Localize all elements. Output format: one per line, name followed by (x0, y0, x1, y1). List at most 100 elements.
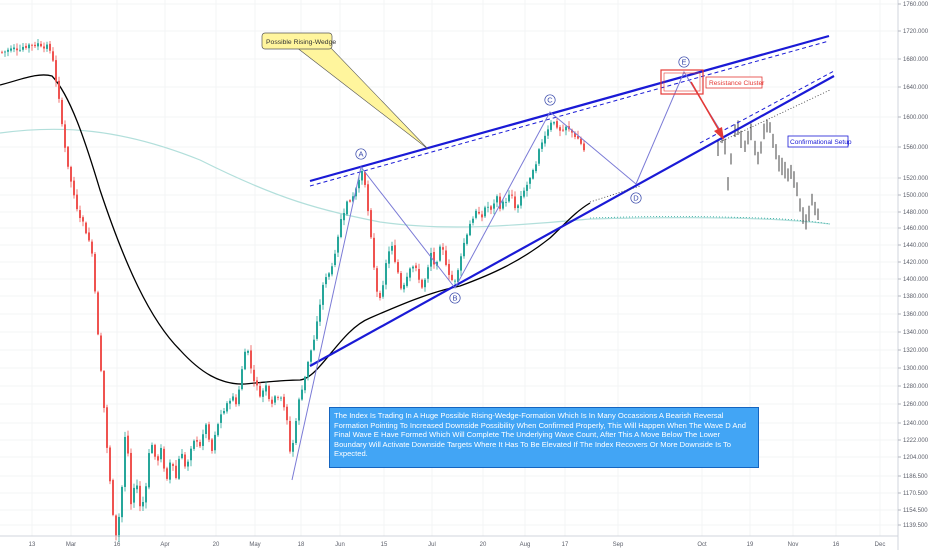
candle-body (175, 465, 177, 478)
candle-body (520, 196, 522, 206)
price-tick-label: 1300.000 (903, 366, 929, 372)
candle-body (457, 270, 459, 283)
candle-body (64, 124, 66, 148)
candle-body (4, 51, 6, 53)
candle-body (121, 486, 123, 518)
candle-body (265, 385, 267, 392)
candle-body (286, 406, 288, 421)
candle-body (583, 143, 585, 151)
candle-body (229, 400, 231, 404)
candle-body (127, 435, 129, 454)
candle-body (76, 194, 78, 210)
wave-label-circle (355, 148, 367, 160)
candle-body (346, 201, 348, 215)
candle-body (529, 177, 531, 184)
time-tick-label: 13 (29, 542, 36, 548)
resistance-label-box (705, 76, 763, 89)
candle-body (133, 487, 135, 503)
price-tick-label: 1520.000 (903, 176, 929, 182)
candle-body (52, 51, 54, 61)
candle-body (448, 264, 450, 275)
annotations-layer: Resistance Cluster Confirmational Setup Po… (261, 32, 852, 304)
candle-body (304, 376, 306, 391)
analysis-text-box: The Index Is Trading In A Huge Possible … (329, 407, 759, 468)
wave-label-circle (630, 192, 642, 204)
wedge-lower-dashed (699, 70, 835, 144)
candle-body (37, 43, 39, 47)
wave-label-circle (678, 56, 690, 68)
wave-count-path (291, 70, 721, 481)
candle-body (412, 266, 414, 269)
wedge-lower-line (309, 75, 835, 367)
candle-body (7, 49, 9, 52)
candle-body (538, 149, 540, 164)
candle-body (103, 370, 105, 408)
candle-body (562, 129, 564, 131)
candle-body (301, 389, 303, 400)
price-tick-label: 1170.500 (903, 491, 928, 497)
candle-body (310, 350, 312, 362)
candle-body (580, 138, 582, 144)
wedge-dotted-extension (719, 89, 831, 143)
candle-body (94, 253, 96, 292)
candle-body (556, 121, 558, 128)
time-tick-label: Mar (66, 542, 76, 548)
wave-label: B (452, 294, 457, 303)
candle-body (502, 201, 504, 209)
candle-body (169, 462, 171, 480)
candle-body (541, 142, 543, 149)
candle-body (577, 136, 579, 139)
price-tick-label: 1460.000 (903, 226, 929, 232)
time-tick-label: May (249, 542, 260, 548)
candle-body (280, 397, 282, 399)
candle-body (22, 46, 24, 50)
time-tick-label: 16 (114, 542, 121, 548)
wave-label-circle (544, 94, 556, 106)
candle-body (505, 201, 507, 203)
time-tick-label: 15 (381, 542, 388, 548)
candle-body (124, 436, 126, 487)
candle-body (391, 245, 393, 251)
candle-body (385, 263, 387, 285)
candle-body (373, 237, 375, 268)
candle-body (511, 194, 513, 196)
resistance-cluster-box (660, 69, 704, 95)
candles-layer (1, 38, 819, 543)
candle-body (454, 280, 456, 282)
candle-body (337, 236, 339, 253)
candle-body (340, 219, 342, 237)
time-tick-label: 16 (833, 542, 840, 548)
price-tick-label: 1204.000 (903, 455, 929, 461)
wave-label: D (633, 194, 639, 203)
candle-body (73, 180, 75, 196)
candle-body (106, 407, 108, 448)
candle-body (43, 46, 45, 49)
candle-body (172, 464, 174, 466)
candle-body (514, 196, 516, 209)
candle-body (334, 253, 336, 266)
candle-body (67, 146, 69, 167)
candle-body (151, 444, 153, 454)
candle-body (190, 448, 192, 461)
candle-body (235, 397, 237, 405)
candle-body (49, 43, 51, 51)
price-tick-label: 1154.500 (903, 508, 928, 514)
candle-body (130, 452, 132, 505)
candle-body (298, 399, 300, 421)
candle-body (208, 424, 210, 440)
resistance-label: Resistance Cluster (709, 80, 765, 87)
wave-label-circle (449, 292, 461, 304)
wave-label: E (681, 58, 686, 67)
candle-body (193, 440, 195, 449)
callout-pointer (295, 46, 429, 150)
candle-body (472, 218, 474, 223)
candle-body (196, 440, 198, 442)
price-tick-label: 1500.000 (903, 193, 929, 199)
candle-body (139, 485, 141, 507)
candle-body (484, 207, 486, 217)
candle-body (436, 261, 438, 266)
candle-body (349, 200, 351, 202)
wave-label: A (358, 150, 363, 159)
